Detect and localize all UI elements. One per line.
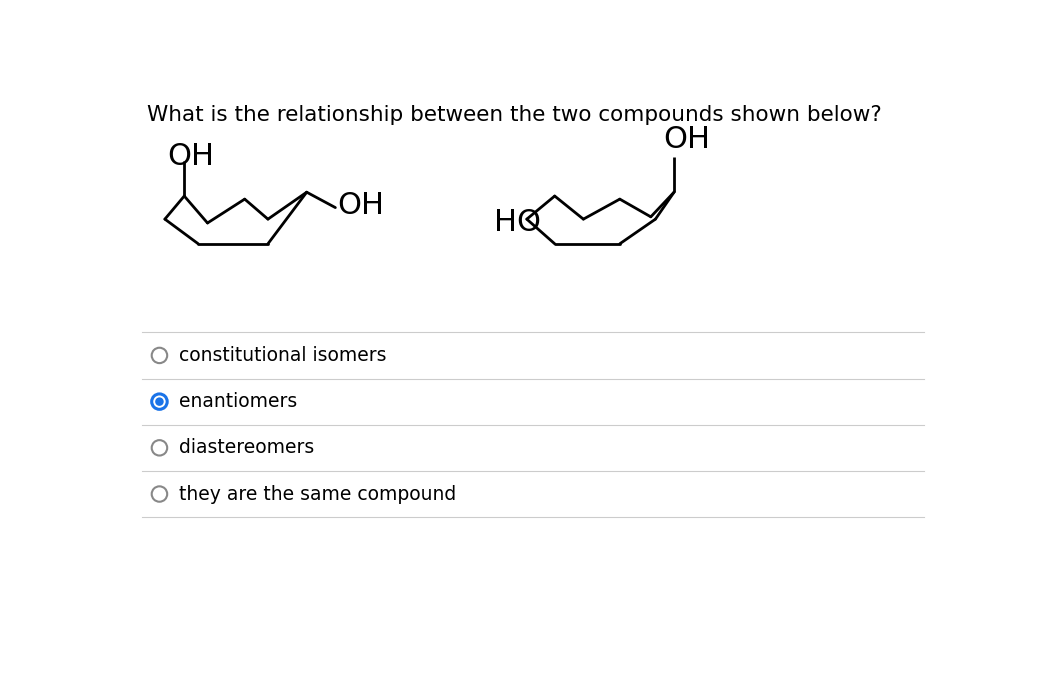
Text: What is the relationship between the two compounds shown below?: What is the relationship between the two… xyxy=(147,105,882,125)
Circle shape xyxy=(155,397,163,406)
Text: constitutional isomers: constitutional isomers xyxy=(179,346,386,365)
Text: OH: OH xyxy=(664,124,710,154)
Text: OH: OH xyxy=(167,142,214,171)
Text: diastereomers: diastereomers xyxy=(179,438,314,458)
Text: enantiomers: enantiomers xyxy=(179,392,297,411)
Text: they are the same compound: they are the same compound xyxy=(179,484,457,503)
Text: HO: HO xyxy=(494,209,541,237)
Text: OH: OH xyxy=(338,191,385,220)
